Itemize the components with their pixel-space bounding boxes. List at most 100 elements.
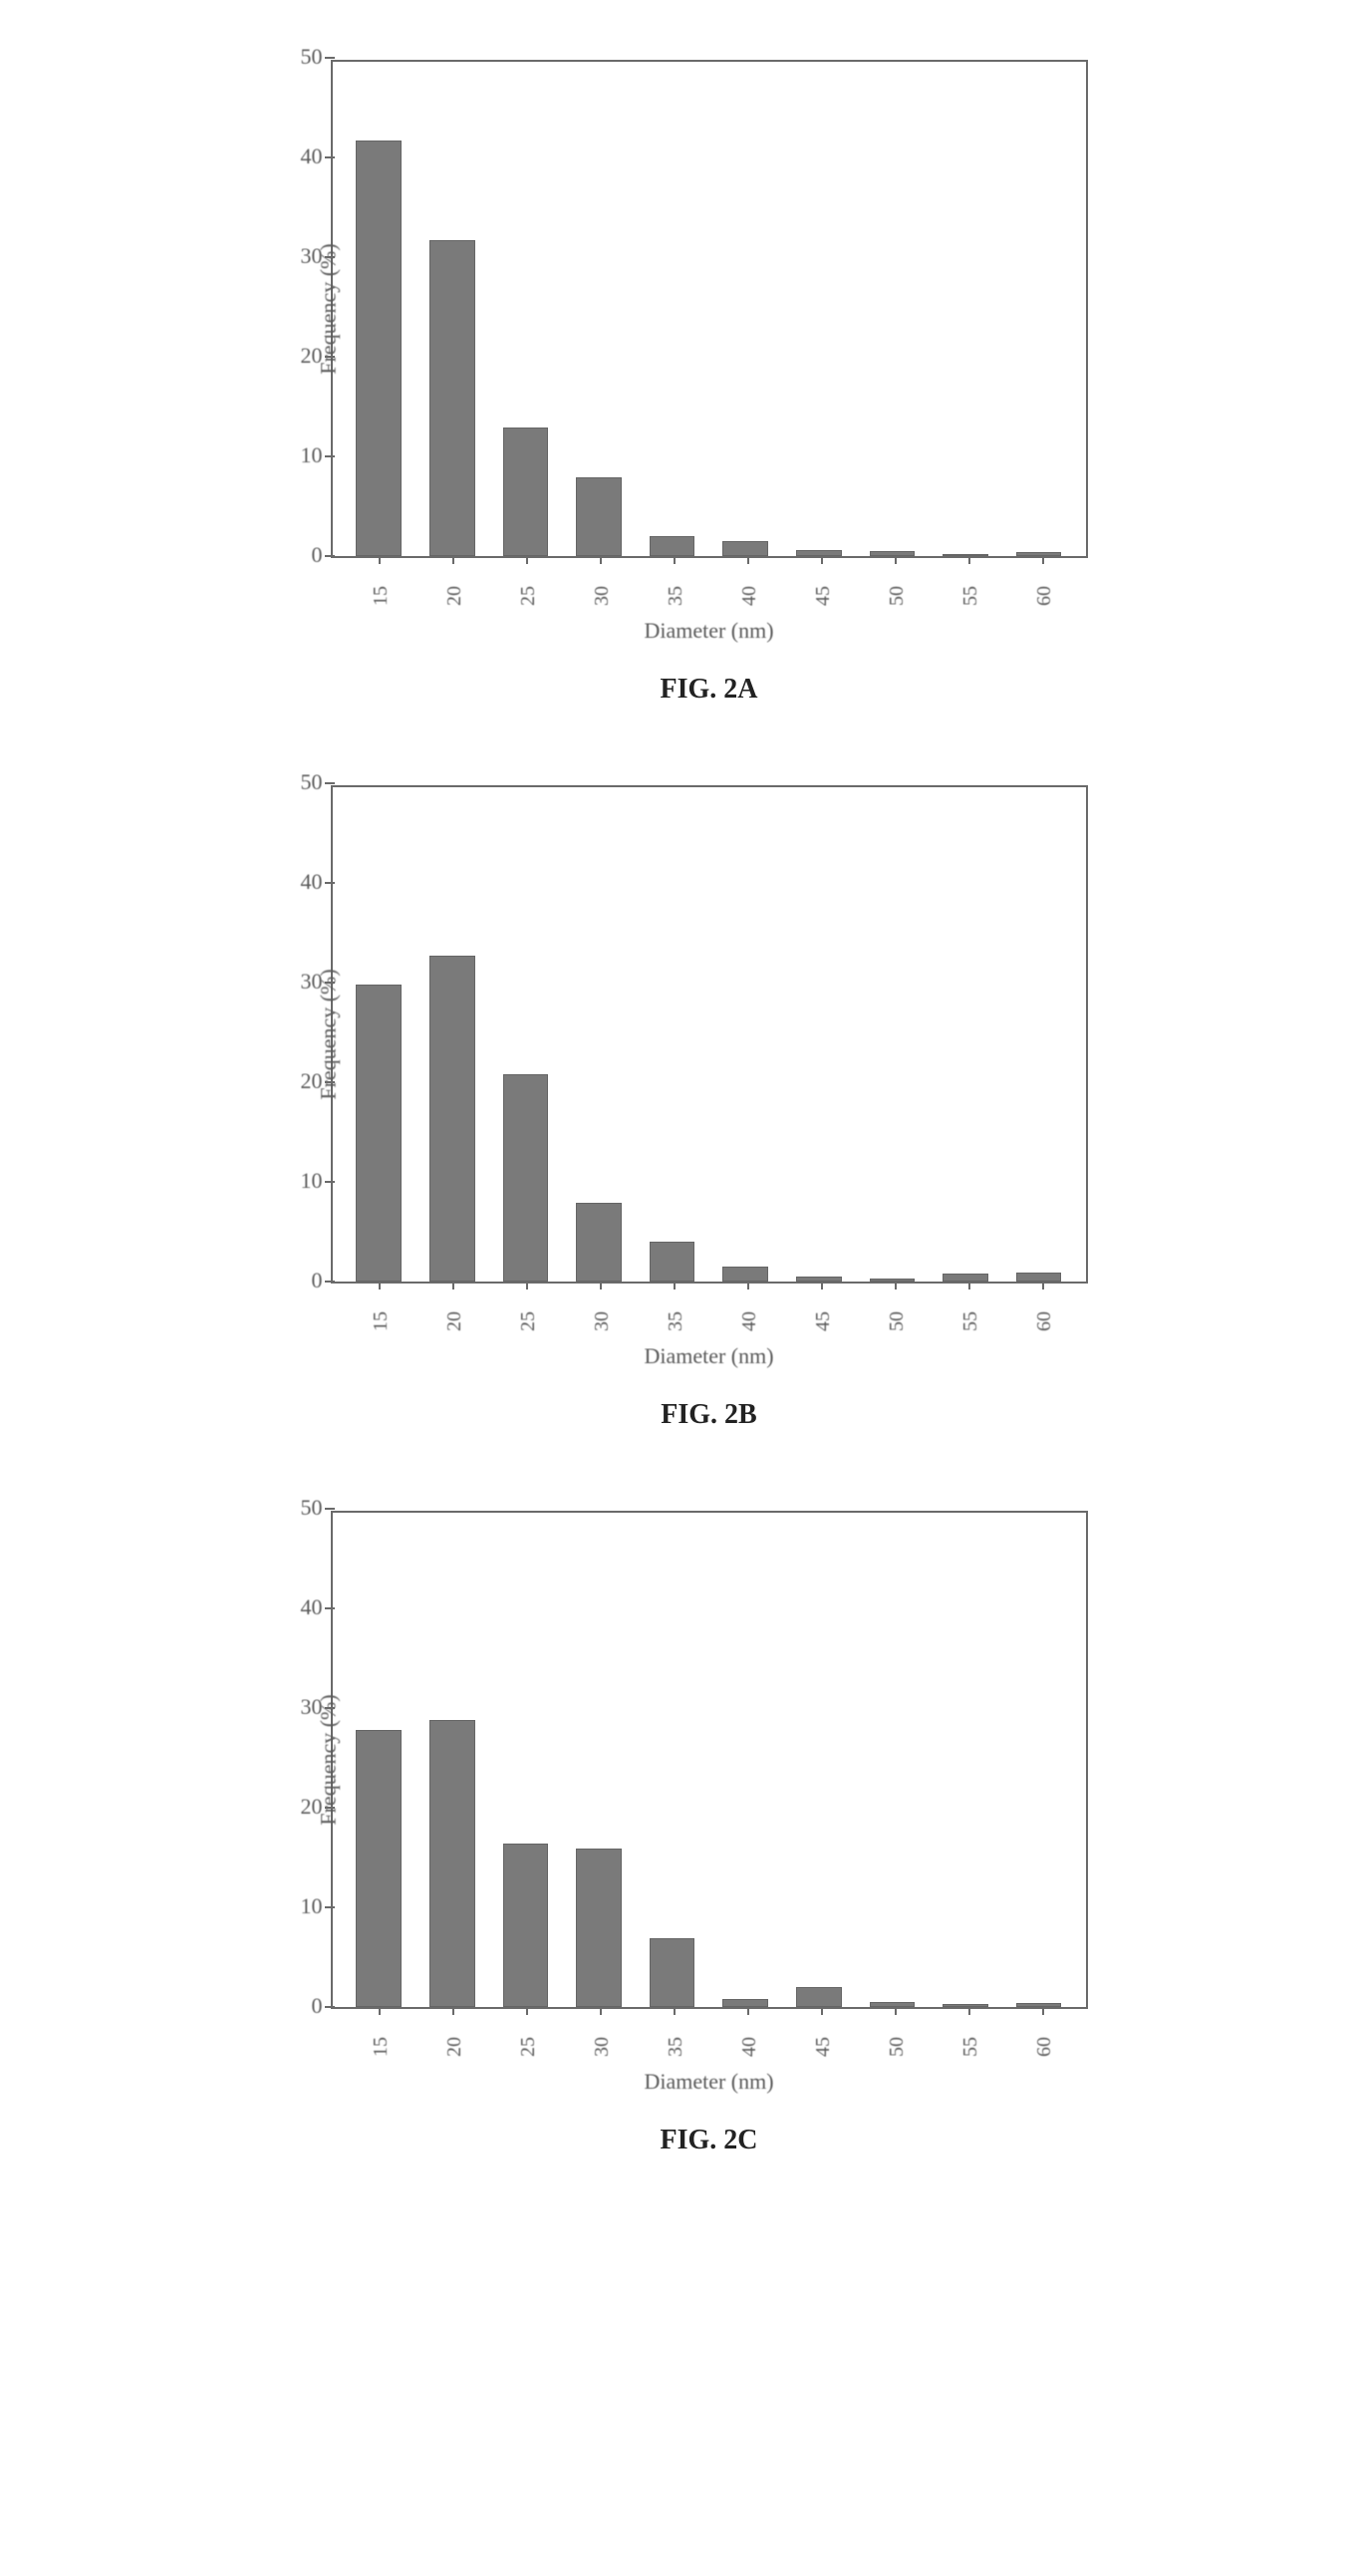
y-tick-label: 20 xyxy=(275,1794,323,1820)
bar xyxy=(429,956,475,1282)
x-tick-label: 40 xyxy=(738,2037,761,2057)
y-tick-label: 0 xyxy=(275,1993,323,2019)
x-tick-label: 30 xyxy=(591,586,614,606)
bar xyxy=(576,477,622,556)
x-tick xyxy=(674,556,676,564)
y-tick-label: 50 xyxy=(275,1495,323,1521)
y-tick xyxy=(325,57,335,59)
x-tick xyxy=(526,2007,528,2015)
bars-container xyxy=(333,1513,1086,2007)
bar-slot xyxy=(636,1513,709,2007)
x-tick-label: 20 xyxy=(443,2037,466,2057)
y-tick-label: 50 xyxy=(275,44,323,70)
bar-slot xyxy=(415,1513,489,2007)
x-tick-label: 20 xyxy=(443,586,466,606)
x-tick xyxy=(968,1282,970,1289)
bar-slot xyxy=(856,62,930,556)
x-tick xyxy=(895,2007,897,2015)
x-tick xyxy=(452,1282,454,1289)
bar xyxy=(722,541,768,556)
y-tick xyxy=(325,782,335,784)
x-tick xyxy=(1042,2007,1044,2015)
bar xyxy=(870,1279,916,1282)
figure-caption: FIG. 2C xyxy=(331,2125,1088,2156)
x-tick xyxy=(895,556,897,564)
figure-caption: FIG. 2A xyxy=(331,674,1088,706)
bar xyxy=(796,550,842,556)
x-tick-label: 50 xyxy=(886,586,909,606)
x-tick xyxy=(379,556,381,564)
x-tick-label: 40 xyxy=(738,1311,761,1331)
x-tick xyxy=(968,2007,970,2015)
x-tick-label: 55 xyxy=(959,2037,982,2057)
bar-slot xyxy=(562,787,636,1282)
x-tick xyxy=(379,1282,381,1289)
bar xyxy=(796,1987,842,2007)
bar xyxy=(576,1203,622,1282)
figure-caption: FIG. 2B xyxy=(331,1399,1088,1431)
bar-slot xyxy=(856,1513,930,2007)
bar-slot xyxy=(1002,1513,1076,2007)
y-tick-label: 50 xyxy=(275,769,323,795)
x-tick-label: 50 xyxy=(886,1311,909,1331)
x-tick xyxy=(674,1282,676,1289)
y-tick-label: 0 xyxy=(275,1268,323,1293)
x-tick-label: 30 xyxy=(591,1311,614,1331)
bar xyxy=(356,985,402,1282)
x-tick-label: 30 xyxy=(591,2037,614,2057)
bar-slot xyxy=(708,1513,782,2007)
x-tick-label: 35 xyxy=(665,1311,687,1331)
bar xyxy=(722,1999,768,2007)
bar xyxy=(796,1277,842,1282)
x-tick-label: 50 xyxy=(886,2037,909,2057)
y-tick-label: 20 xyxy=(275,1068,323,1094)
x-tick-label: 60 xyxy=(1033,586,1056,606)
x-tick-label: 35 xyxy=(665,2037,687,2057)
bar xyxy=(943,2004,988,2007)
x-tick xyxy=(1042,1282,1044,1289)
y-tick-label: 30 xyxy=(275,1694,323,1720)
bar-slot xyxy=(1002,787,1076,1282)
bar xyxy=(1016,1273,1062,1282)
bar-slot xyxy=(489,1513,563,2007)
x-tick xyxy=(895,1282,897,1289)
bar xyxy=(1016,552,1062,556)
bar xyxy=(576,1849,622,2007)
x-tick-label: 15 xyxy=(370,586,393,606)
y-tick-label: 40 xyxy=(275,869,323,895)
chart-plot-area: Frequency (%)010203040501520253035404550… xyxy=(331,785,1088,1284)
bar-slot xyxy=(343,62,416,556)
bar-slot xyxy=(562,1513,636,2007)
bar xyxy=(503,1074,549,1282)
bar xyxy=(943,554,988,556)
bar xyxy=(429,1720,475,2007)
bar xyxy=(1016,2003,1062,2007)
bar-slot xyxy=(782,1513,856,2007)
bar-slot xyxy=(708,62,782,556)
figure-block: Frequency (%)010203040501520253035404550… xyxy=(231,785,1128,1431)
x-tick xyxy=(747,1282,749,1289)
bar-slot xyxy=(415,787,489,1282)
bar xyxy=(870,2002,916,2007)
y-tick-label: 10 xyxy=(275,1893,323,1919)
y-tick xyxy=(325,1508,335,1510)
bar-slot xyxy=(489,62,563,556)
y-tick-label: 40 xyxy=(275,143,323,169)
bar xyxy=(722,1267,768,1282)
x-tick xyxy=(821,556,823,564)
bar-slot xyxy=(343,1513,416,2007)
bar-slot xyxy=(636,787,709,1282)
bar-slot xyxy=(782,62,856,556)
chart-plot-area: Frequency (%)010203040501520253035404550… xyxy=(331,60,1088,558)
x-tick xyxy=(452,2007,454,2015)
y-tick-label: 10 xyxy=(275,1168,323,1194)
x-tick-label: 45 xyxy=(812,2037,835,2057)
x-tick xyxy=(600,2007,602,2015)
bar xyxy=(356,141,402,556)
x-axis-label: Diameter (nm) xyxy=(331,618,1088,644)
bar-slot xyxy=(856,787,930,1282)
x-tick-label: 55 xyxy=(959,586,982,606)
bar-slot xyxy=(929,787,1002,1282)
bar-slot xyxy=(415,62,489,556)
y-tick-label: 30 xyxy=(275,969,323,995)
